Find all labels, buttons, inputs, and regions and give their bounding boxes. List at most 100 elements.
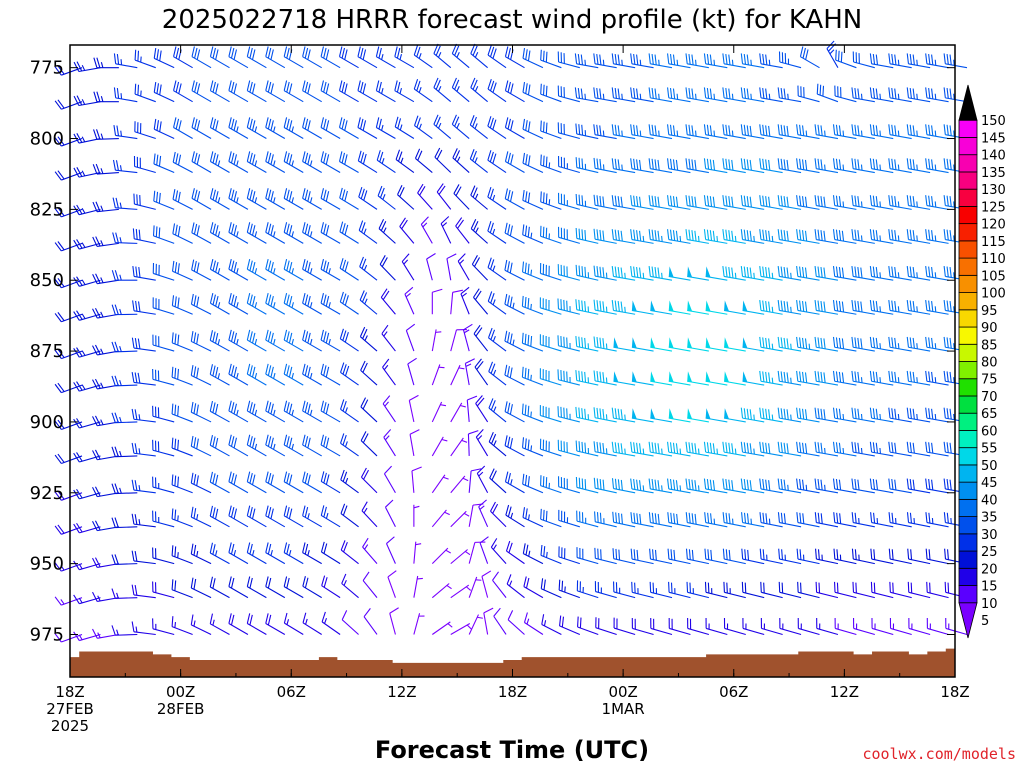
colorbar-swatch (958, 205, 978, 225)
barb-half (443, 476, 449, 480)
wind-barb (834, 85, 857, 103)
barb-flag (650, 300, 656, 312)
barb-full (740, 87, 744, 98)
wind-barb (557, 156, 580, 174)
y-tick-label: 775 (30, 58, 64, 79)
barb-full (657, 513, 660, 525)
barb-half (462, 477, 469, 482)
barb-full (302, 117, 306, 128)
barb-full (522, 224, 525, 235)
wind-barb (540, 508, 562, 528)
barb-full (870, 512, 873, 523)
barb-full (323, 436, 327, 447)
barb-full (906, 195, 910, 206)
wind-barb (740, 229, 765, 244)
barb-shaft (265, 410, 286, 423)
colorbar-swatch (958, 240, 978, 259)
colorbar-swatch (958, 516, 978, 535)
wind-barb (265, 505, 286, 528)
barb-half (934, 59, 937, 66)
barb-full (694, 443, 697, 454)
barb-full (654, 159, 657, 170)
barb-full (796, 548, 799, 560)
barb-full (670, 512, 673, 524)
barb-full (648, 53, 651, 64)
barb-full (323, 118, 327, 130)
barb-shaft (433, 87, 452, 103)
barb-full (265, 80, 269, 91)
x-axis-label: Forecast Time (UTC) (375, 736, 649, 764)
barb-full (651, 195, 654, 207)
barb-half (790, 306, 792, 313)
wind-barb (209, 542, 230, 565)
barb-shaft (742, 488, 765, 494)
wind-barb (705, 371, 728, 386)
wind-barb (504, 401, 525, 423)
barb-half (953, 164, 955, 171)
barb-full (307, 295, 311, 307)
wind-barb (228, 222, 249, 244)
barb-half (273, 372, 276, 379)
barb-shaft (209, 444, 230, 457)
barb-full (193, 295, 197, 306)
barb-shaft (302, 90, 322, 103)
x-tick-label: 12Z (387, 683, 416, 701)
barb-shaft (171, 518, 193, 528)
barb-full (777, 158, 780, 169)
barb-full (931, 442, 934, 454)
wind-barb (468, 576, 482, 598)
colorbar-swatch (958, 274, 978, 293)
barb-full (251, 191, 256, 202)
barb-shaft (173, 90, 193, 103)
barb-full (131, 550, 135, 562)
barb-shaft (650, 239, 673, 244)
barb-half (100, 311, 104, 318)
barb-shaft (871, 380, 894, 386)
barb-shaft (558, 519, 580, 528)
wind-barb (451, 77, 470, 103)
barb-full (363, 190, 368, 201)
barb-full (706, 195, 710, 207)
barb-full (857, 125, 860, 136)
barb-full (943, 195, 946, 206)
barb-shaft (381, 333, 396, 352)
barb-shaft (321, 585, 341, 599)
barb-full (378, 47, 382, 59)
barb-half (934, 343, 937, 349)
barb-full (251, 225, 256, 236)
barb-full (667, 478, 670, 490)
barb-full (857, 196, 860, 207)
barb-shaft (926, 309, 949, 315)
barb-full (233, 403, 238, 415)
barb-full (928, 229, 931, 241)
barb-full (910, 549, 913, 560)
barb-full (875, 301, 879, 312)
barb-full (685, 53, 688, 64)
barb-shaft (779, 380, 802, 386)
wind-barb (575, 477, 599, 494)
barb-full (454, 150, 461, 161)
wind-barb (723, 581, 746, 599)
barb-full (457, 253, 466, 262)
wind-barb (359, 256, 378, 281)
wind-barb (631, 371, 654, 386)
colorbar-label: 55 (981, 442, 998, 457)
barb-full (249, 81, 253, 93)
barb-shaft (172, 342, 193, 352)
barb-full (483, 607, 494, 614)
wind-barb (320, 434, 341, 457)
wind-barb (778, 581, 802, 599)
barb-full (891, 229, 894, 241)
wind-barb (134, 49, 156, 69)
barb-full (286, 507, 290, 518)
barb-full (522, 152, 526, 164)
barb-shaft (834, 591, 857, 599)
barb-shaft (460, 293, 470, 315)
barb-shaft (816, 558, 839, 565)
wind-barb (133, 156, 156, 174)
y-tick-label: 950 (30, 554, 64, 575)
barb-full (267, 118, 272, 130)
barb-full (599, 88, 602, 99)
credit-link[interactable]: coolwx.com/models (862, 745, 1016, 763)
barb-shaft (115, 242, 138, 244)
